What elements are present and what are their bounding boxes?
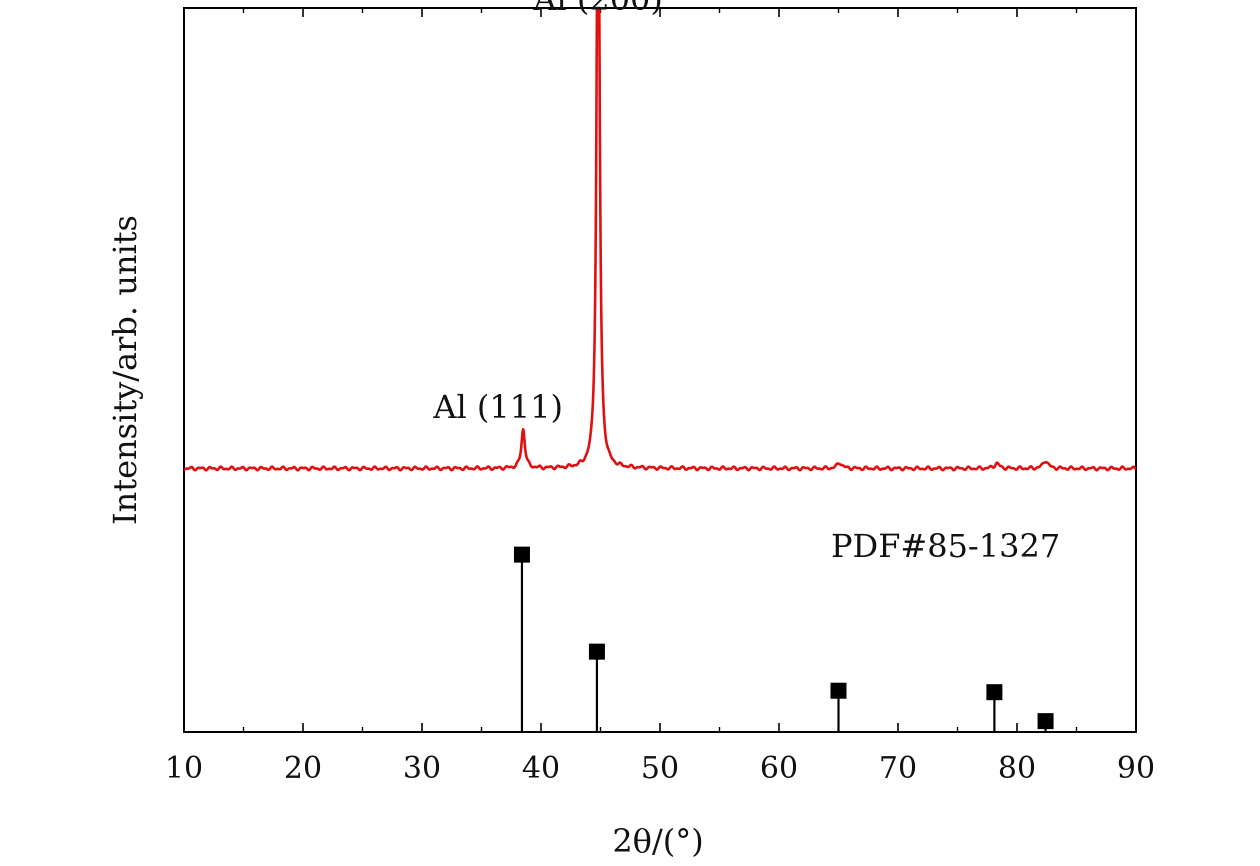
annotation-al-111: Al (111) bbox=[432, 388, 563, 426]
x-tick-label: 80 bbox=[998, 751, 1036, 786]
x-axis-title: 2θ/(°) bbox=[612, 822, 703, 860]
x-tick-label: 50 bbox=[641, 751, 679, 786]
reference-marker bbox=[513, 546, 530, 563]
reference-marker bbox=[1037, 713, 1054, 730]
reference-marker bbox=[830, 682, 847, 699]
reference-marker bbox=[588, 643, 605, 660]
x-tick-label: 60 bbox=[760, 751, 798, 786]
reference-pattern-label: PDF#85-1327 bbox=[831, 527, 1060, 565]
x-tick-label: 90 bbox=[1117, 751, 1155, 786]
x-tick-label: 70 bbox=[879, 751, 917, 786]
y-axis-title: Intensity/arb. units bbox=[106, 215, 144, 525]
xrd-pattern-line bbox=[182, 6, 1138, 472]
plot-frame bbox=[183, 7, 1137, 733]
x-tick-label: 20 bbox=[284, 751, 322, 786]
annotation-al-200: Al (200) bbox=[532, 0, 663, 18]
x-tick-label: 40 bbox=[522, 751, 560, 786]
x-tick-label: 10 bbox=[165, 751, 203, 786]
reference-marker bbox=[986, 684, 1003, 701]
x-tick-label: 30 bbox=[403, 751, 441, 786]
